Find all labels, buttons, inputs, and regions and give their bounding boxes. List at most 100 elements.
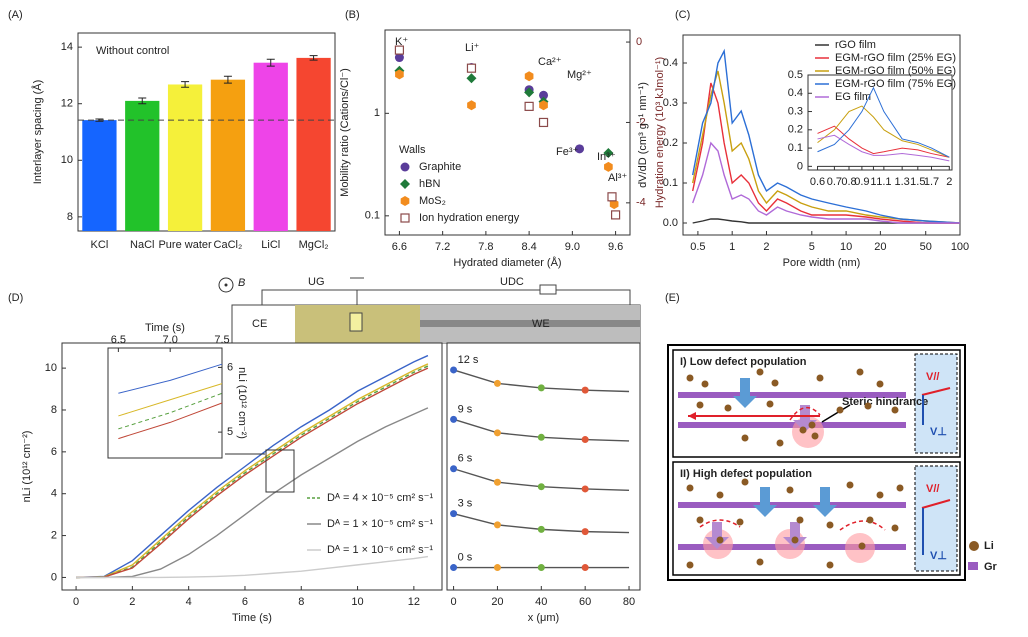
x-tick-label: 1.5 (910, 176, 925, 188)
li-ion (741, 434, 749, 442)
li-ion (701, 380, 709, 388)
plot-frame (682, 34, 961, 236)
legend-swatch (400, 179, 410, 189)
point (539, 100, 548, 111)
li-ion (891, 524, 899, 532)
line (76, 365, 429, 579)
point (581, 436, 589, 444)
li-ion (876, 491, 884, 499)
line (817, 134, 950, 162)
arrow (813, 487, 837, 517)
legend-label: Gr (984, 561, 998, 573)
arrow (839, 520, 886, 531)
y-axis-label: Interlayer spacing (Å) (31, 80, 44, 185)
li-ion (826, 561, 834, 569)
li-ion (808, 421, 816, 429)
x-tick-label: 0.8 (841, 176, 856, 188)
arrow (783, 522, 807, 549)
point (493, 478, 501, 486)
y-tick-label: 0.1 (365, 210, 380, 222)
line (118, 383, 223, 417)
resistor (539, 284, 557, 295)
arrow (705, 522, 729, 549)
arrow (733, 378, 757, 408)
y-tick-label: 12 (61, 98, 73, 110)
li-ion (858, 542, 866, 550)
y-tick-label: 4 (51, 488, 57, 500)
li-ion (811, 432, 819, 440)
x-tick-label: 6.6 (392, 241, 407, 253)
li-ion (799, 426, 807, 434)
x-tick-label: 8.4 (521, 241, 536, 253)
li-ion (846, 481, 854, 489)
point (524, 71, 534, 82)
error-bar (138, 97, 147, 105)
legend-label: Graphite (419, 161, 461, 173)
point (603, 148, 614, 159)
point (538, 117, 549, 128)
series-label: 6 s (458, 453, 473, 465)
region-frame (672, 349, 961, 458)
line (817, 105, 950, 158)
y-tick-label: 0.4 (788, 87, 803, 99)
legend-swatch (400, 196, 410, 206)
wire (261, 289, 631, 305)
x-tick-label: 2 (946, 176, 952, 188)
point (450, 510, 458, 518)
li-ion (864, 402, 872, 410)
point (581, 564, 589, 572)
li-ion (686, 374, 694, 382)
x-tick-label: 4 (186, 596, 192, 608)
line (76, 363, 429, 579)
li-ion (791, 536, 799, 544)
error-bar (309, 55, 318, 61)
x-tick-label: NaCl (130, 239, 154, 251)
line (118, 363, 223, 394)
y-tick-label: 0.1 (663, 177, 678, 189)
x-tick-label: Pure water (158, 239, 212, 251)
plot-frame (807, 74, 953, 171)
point-label: Li⁺ (465, 42, 480, 54)
y-tick-label: 8 (51, 404, 57, 416)
li-ion (696, 516, 704, 524)
gate-voltage: UG (308, 276, 325, 288)
x-tick-label: 40 (535, 596, 547, 608)
legend-swatch (400, 213, 410, 223)
legend-label: EG film (835, 91, 871, 103)
li-ion (876, 380, 884, 388)
point (609, 199, 619, 210)
x-tick-label: 0 (73, 596, 79, 608)
x-tick-label: 1.7 (924, 176, 939, 188)
li-ions (686, 368, 904, 569)
y-axis-label: dV/dD (cm³ g⁻¹ nm⁻¹) (637, 82, 649, 188)
y-tick-label: 0.0 (663, 217, 678, 229)
x-tick-label: 0.9 (854, 176, 869, 188)
y2-tick-label: -2 (636, 116, 646, 128)
x-tick-label: 9.6 (608, 241, 623, 253)
region-note: Steric hindrance (842, 396, 928, 408)
x-tick-label: 1 (729, 241, 735, 253)
y-axis-label: nLi (10¹² cm⁻²) (21, 431, 33, 503)
legend-label: Dᴬ = 1 × 10⁻⁶ cm² s⁻¹ (327, 544, 433, 556)
y-tick-label: 6 (227, 361, 233, 373)
li-ion (741, 478, 749, 486)
point (394, 45, 405, 55)
x-tick-label: 0.7 (827, 176, 842, 188)
line (691, 70, 961, 224)
field-label: B (238, 277, 245, 289)
y-axis-label: nLi (10¹² cm⁻²) (236, 367, 248, 439)
legend-swatch (400, 162, 410, 172)
x-tick-label: 2 (129, 596, 135, 608)
point-label: K⁺ (395, 36, 408, 48)
point (395, 69, 404, 80)
x-tick-label: 6 (242, 596, 248, 608)
arrowhead (688, 412, 696, 420)
y2-tick-label: 0 (636, 36, 642, 48)
legend-label: MoS₂ (419, 195, 446, 207)
point (450, 465, 458, 473)
legend-label: hBN (419, 178, 440, 190)
gate-contact (349, 312, 363, 332)
plot-frame (107, 347, 223, 459)
point-label: Al³⁺ (608, 172, 627, 184)
point (607, 192, 617, 202)
